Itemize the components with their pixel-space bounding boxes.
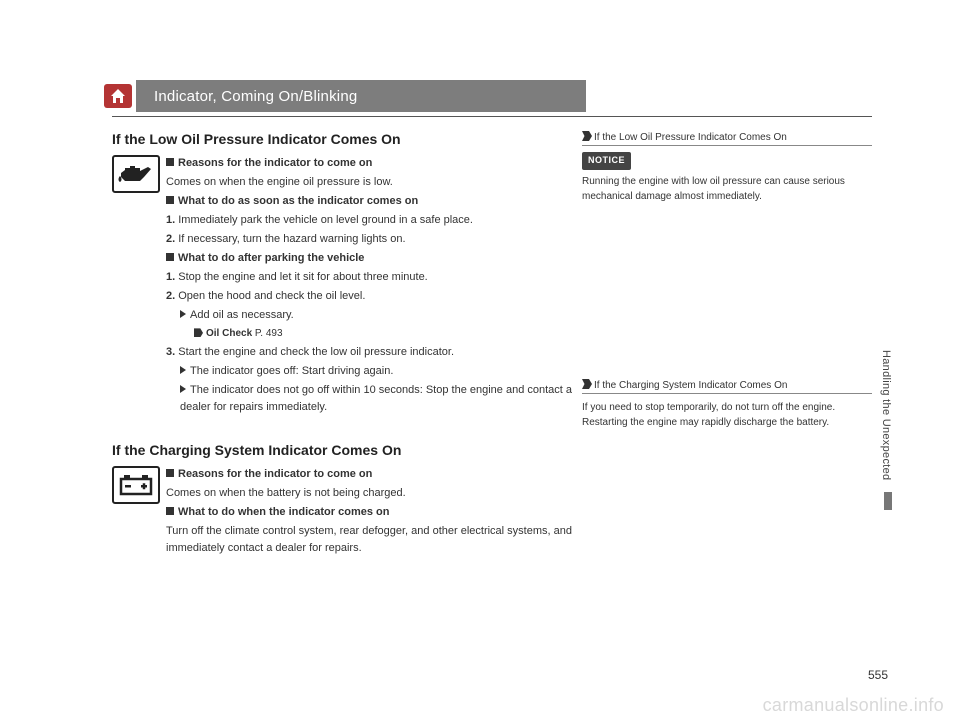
side2-box: If you need to stop temporarily, do not … (582, 393, 872, 593)
s1-li4a: Add oil as necessary. (190, 309, 294, 321)
s1-n2: 2. (166, 233, 175, 245)
title-underline (112, 116, 872, 117)
section2-heading: If the Charging System Indicator Comes O… (112, 442, 582, 458)
section1-heading: If the Low Oil Pressure Indicator Comes … (112, 131, 582, 147)
section1-body: Reasons for the indicator to come on Com… (166, 155, 582, 418)
notice-badge: NOTICE (582, 152, 631, 170)
s2-p1: Comes on when the battery is not being c… (166, 485, 582, 502)
side-ref-marker-icon (582, 131, 592, 141)
home-button[interactable] (104, 84, 132, 108)
battery-icon (118, 473, 154, 497)
page-number: 555 (868, 668, 888, 682)
side-column: If the Low Oil Pressure Indicator Comes … (582, 131, 872, 593)
square-bullet-icon (166, 253, 174, 261)
s1-n1: 1. (166, 214, 175, 226)
s1-li2: If necessary, turn the hazard warning li… (175, 233, 405, 245)
s1-n2b: 2. (166, 290, 175, 302)
s1-li4: Open the hood and check the oil level. (175, 290, 365, 302)
s2-p2: Turn off the climate control system, rea… (166, 523, 582, 557)
side2-title-row: If the Charging System Indicator Comes O… (582, 379, 872, 391)
square-bullet-icon (166, 158, 174, 166)
manual-page: Indicator, Coming On/Blinking If the Low… (112, 80, 872, 593)
s1-li5b: The indicator does not go off within 10 … (180, 384, 572, 413)
oil-pressure-indicator-icon-box (112, 155, 160, 193)
square-bullet-icon (166, 196, 174, 204)
s1-li3: Stop the engine and let it sit for about… (175, 271, 428, 283)
home-icon (110, 89, 126, 103)
s1-li5: Start the engine and check the low oil p… (175, 346, 454, 358)
s1-h1: Reasons for the indicator to come on (178, 157, 372, 169)
s1-h2: What to do as soon as the indicator come… (178, 195, 418, 207)
triangle-bullet-icon (180, 385, 186, 393)
main-column: If the Low Oil Pressure Indicator Comes … (112, 131, 582, 593)
s2-h2: What to do when the indicator comes on (178, 506, 389, 518)
charging-system-indicator-icon-box (112, 466, 160, 504)
side1-box: NOTICE Running the engine with low oil p… (582, 145, 872, 375)
side2-body: If you need to stop temporarily, do not … (582, 400, 872, 430)
chapter-label: Handling the Unexpected (880, 350, 892, 480)
section2-body: Reasons for the indicator to come on Com… (166, 466, 582, 559)
section-title-text: Indicator, Coming On/Blinking (154, 88, 357, 105)
s2-h1: Reasons for the indicator to come on (178, 468, 372, 480)
triangle-bullet-icon (180, 366, 186, 374)
s1-li1: Immediately park the vehicle on level gr… (175, 214, 473, 226)
side-ref-marker-icon (582, 379, 592, 389)
side1-title: If the Low Oil Pressure Indicator Comes … (594, 132, 787, 143)
xref-arrow-icon (194, 328, 203, 337)
side1-body: Running the engine with low oil pressure… (582, 174, 872, 204)
square-bullet-icon (166, 469, 174, 477)
triangle-bullet-icon (180, 310, 186, 318)
s1-h3: What to do after parking the vehicle (178, 252, 364, 264)
s1-li5a: The indicator goes off: Start driving ag… (190, 365, 393, 377)
s1-xref-label: Oil Check (206, 328, 252, 339)
s1-xref-page: P. 493 (255, 328, 283, 339)
s1-n1b: 1. (166, 271, 175, 283)
square-bullet-icon (166, 507, 174, 515)
thumb-tab (884, 492, 892, 510)
oil-can-icon (118, 163, 154, 185)
s1-n3: 3. (166, 346, 175, 358)
side2-title: If the Charging System Indicator Comes O… (594, 380, 787, 391)
section-title-bar: Indicator, Coming On/Blinking (136, 80, 586, 112)
s1-p1: Comes on when the engine oil pressure is… (166, 174, 582, 191)
side1-title-row: If the Low Oil Pressure Indicator Comes … (582, 131, 872, 143)
watermark: carmanualsonline.info (763, 695, 944, 716)
